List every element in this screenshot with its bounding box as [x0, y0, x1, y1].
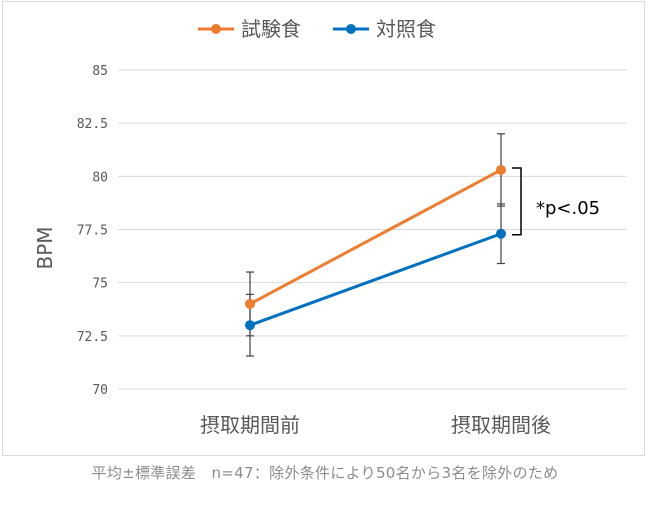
y-tick-label: 85	[92, 64, 108, 79]
series-lines	[245, 164, 506, 331]
legend-label: 試験食	[241, 17, 301, 41]
legend-marker	[211, 24, 221, 34]
significance-bracket	[512, 167, 522, 236]
series-line-1	[249, 232, 502, 327]
significance-annotation: *p<.05	[536, 198, 600, 219]
legend-marker	[346, 24, 356, 34]
chart-frame	[2, 1, 645, 456]
chart: 70 72.5 75 77.5 80 82.5 85 BPM 摂取期間前 摂取期間後 *p<.…	[33, 17, 627, 437]
y-tick-label: 70	[92, 383, 108, 398]
legend-label: 対照食	[376, 17, 436, 41]
y-tick-label: 80	[92, 170, 108, 185]
data-point	[245, 320, 255, 331]
y-tick-label: 77.5	[77, 224, 108, 239]
y-axis-label: BPM	[33, 226, 57, 269]
y-tick-label: 82.5	[77, 117, 108, 132]
x-tick-label: 摂取期間後	[451, 413, 551, 437]
data-point	[496, 228, 506, 239]
footnote-caption: 平均±標準誤差 n=47：除外条件により50名から3名を除外のため	[91, 464, 559, 482]
data-point	[245, 298, 255, 309]
series-line-0	[249, 168, 502, 306]
y-tick-labels: 70 72.5 75 77.5 80 82.5 85	[77, 64, 108, 398]
y-tick-label: 72.5	[77, 330, 108, 345]
gridlines	[118, 69, 627, 390]
x-tick-labels: 摂取期間前 摂取期間後	[200, 413, 551, 437]
data-point	[496, 164, 506, 175]
bracket	[512, 167, 522, 236]
x-tick-label: 摂取期間前	[200, 413, 300, 437]
legend: 試験食 対照食	[198, 17, 436, 41]
y-tick-label: 75	[92, 277, 108, 292]
